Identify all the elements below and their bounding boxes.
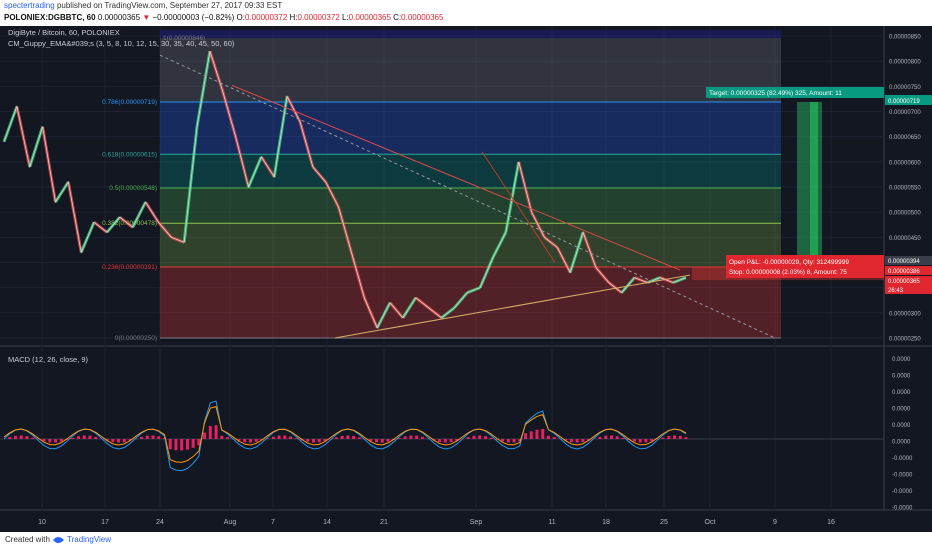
fib-label: 0.618(0.00000615) (102, 151, 157, 158)
macd-tick-label: -0.0000 (892, 456, 913, 462)
macd-line (3, 400, 687, 472)
price-tag: 0.00000386 (888, 269, 920, 275)
price-tick-label: 0.00000700 (889, 110, 921, 116)
price-tag-bg (885, 285, 932, 294)
created-with-text: Created with (5, 535, 50, 544)
price-line (3, 51, 687, 329)
publish-info: spectertrading published on TradingView.… (4, 1, 282, 10)
x-tick-label: 10 (38, 519, 46, 526)
signal-line (3, 406, 687, 463)
target-price-tag: 0.00000719 (888, 99, 920, 105)
last-price: 0.00000365 (97, 13, 141, 22)
macd-tick-label: 0.0000 (892, 407, 911, 413)
x-tick-label: 18 (602, 519, 610, 526)
price-tick-label: 0.00000850 (889, 35, 921, 41)
macd-tick-label: 0.0000 (892, 423, 911, 429)
fib-label: 0.786(0.00000719) (102, 99, 157, 106)
ascending-trendline (334, 274, 691, 339)
x-tick-label: 11 (548, 519, 555, 526)
macd-tick-label: -0.0000 (892, 473, 913, 479)
price-tag: 26:43 (888, 288, 904, 294)
chart-canvas[interactable]: 10 17 24 Aug 7 14 21 Sep 11 18 25 Oct 9 16 0.00000850 0… (0, 26, 932, 532)
fib-label: 0.5(0.00000548) (109, 185, 157, 192)
ohlc-line: POLONIEX:DGBBTC, 60 0.00000365 ▼ −0.0000… (4, 13, 443, 22)
fib-zone (160, 101, 781, 155)
x-tick-label: 9 (773, 519, 777, 526)
target-price-tag-bg (885, 95, 932, 105)
price-tick-label: 0.00000500 (889, 211, 921, 217)
stop-label: Stop: 0.00000008 (2.03%) 8, Amount: 75 (729, 269, 847, 276)
tradingview-link[interactable]: TradingView (67, 535, 112, 544)
fib-label: 0(0.00000250) (115, 335, 157, 342)
price-tick-label: 0.00000450 (889, 236, 921, 242)
price-tag-bg (885, 276, 932, 285)
target-label-bg (706, 87, 884, 98)
wedge-line (481, 151, 556, 263)
publish-text: published on TradingView.com, September … (56, 1, 283, 10)
macd-tick-label: -0.0000 (892, 506, 913, 512)
price-change: −0.00000003 (−0.82%) (152, 13, 235, 22)
pnl-label: Open P&L: -0.00000029, Qty: 312499999 (729, 259, 849, 266)
x-tick-label: 21 (380, 519, 388, 526)
price-tag: 0.00000394 (888, 259, 920, 265)
high-value: 0.00000372 (297, 13, 340, 22)
fib-zone (160, 154, 781, 189)
indicator-title: CM_Guppy_EMA&#039;s (3, 5, 8, 10, 12, 15… (8, 39, 235, 48)
target-zone-inner (810, 101, 818, 268)
fib-top-label: 1(0.00000846) (163, 35, 205, 42)
price-tick-label: 0.00000550 (889, 186, 921, 192)
x-tick-label: 24 (156, 519, 164, 526)
author-link[interactable]: spectertrading (4, 1, 55, 10)
x-tick-label: Oct (705, 519, 716, 526)
down-arrow-icon: ▼ (142, 13, 151, 22)
symbol-label: POLONIEX:DGBBTC, 60 (4, 13, 96, 22)
fib-zone (160, 188, 781, 224)
open-value: 0.00000372 (245, 13, 288, 22)
high-label: H: (289, 13, 298, 22)
macd-tick-label: 0.0000 (892, 390, 911, 396)
price-tag: 0.00000365 (888, 279, 920, 285)
macd-title: MACD (12, 26, close, 9) (8, 355, 89, 364)
price-tick-label: 0.00000750 (889, 85, 921, 91)
price-tick-label: 0.00000650 (889, 135, 921, 141)
fib-zone (160, 38, 781, 102)
x-tick-label: 25 (660, 519, 668, 526)
fib-top-band (160, 30, 781, 39)
target-zone (797, 101, 822, 268)
tradingview-logo-icon (53, 537, 64, 543)
low-label: L: (342, 13, 349, 22)
x-tick-label: Sep (470, 519, 483, 526)
fib-zone (160, 223, 781, 268)
close-value: 0.00000365 (401, 13, 444, 22)
price-tag-bg (885, 266, 932, 275)
price-tag-bg (885, 256, 932, 265)
x-tick-label: 14 (323, 519, 331, 526)
macd-tick-label: 0.0000 (892, 374, 911, 380)
x-tick-label: Aug (224, 519, 237, 526)
pnl-box-bg (726, 255, 884, 278)
low-value: 0.00000365 (348, 13, 391, 22)
macd-tick-label: 0.0000 (892, 357, 911, 363)
macd-tick-label: 0.0000 (892, 440, 911, 446)
x-tick-label: 17 (101, 519, 109, 526)
price-tick-label: 0.00000800 (889, 60, 921, 66)
x-tick-label: 7 (271, 519, 275, 526)
footer: Created with TradingView (0, 532, 932, 550)
price-tick-label: 0.00000300 (889, 311, 921, 317)
target-label: Target: 0.00000325 (82.49%) 325, Amount:… (709, 90, 842, 97)
macd-tick-label: -0.0000 (892, 489, 913, 495)
chart-header: spectertrading published on TradingView.… (0, 0, 932, 26)
chart-title: DigiByte / Bitcoin, 60, POLONIEX (8, 28, 120, 37)
fib-zone (160, 267, 781, 338)
price-tick-label: 0.00000250 (889, 336, 921, 342)
fib-label: 0.236(0.00000391) (102, 264, 157, 271)
descending-trendline (231, 84, 681, 271)
price-tick-label: 0.00000600 (889, 160, 921, 166)
open-label: O: (236, 13, 245, 22)
dashed-trendline (159, 54, 776, 339)
x-tick-label: 16 (827, 519, 835, 526)
chart-area[interactable]: 10 17 24 Aug 7 14 21 Sep 11 18 25 Oct 9 16 0.00000850 0… (0, 26, 932, 532)
close-label: C: (393, 13, 402, 22)
